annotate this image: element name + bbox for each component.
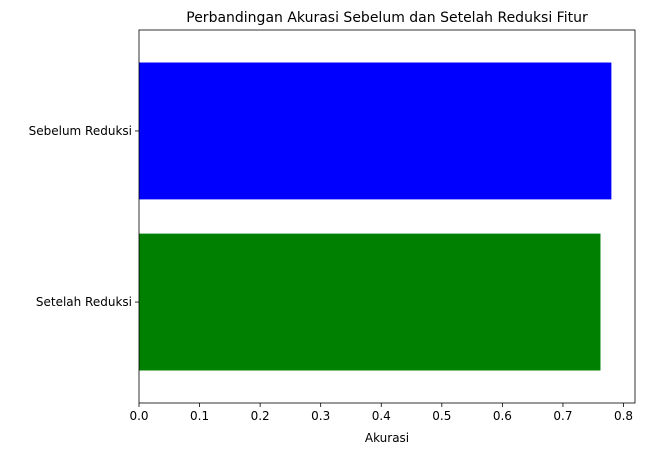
x-tick-label: 0.8 bbox=[614, 409, 633, 423]
x-tick-label: 0.4 bbox=[372, 409, 391, 423]
bar-sebelum-reduksi bbox=[139, 62, 612, 200]
x-tick-label: 0.7 bbox=[553, 409, 572, 423]
y-ticks-group: Sebelum Reduksi Setelah Reduksi bbox=[29, 124, 139, 309]
x-tick-label: 0.0 bbox=[129, 409, 148, 423]
chart-title: Perbandingan Akurasi Sebelum dan Setelah… bbox=[186, 10, 588, 26]
y-tick-label: Sebelum Reduksi bbox=[29, 124, 132, 138]
y-tick-label: Setelah Reduksi bbox=[36, 295, 132, 309]
x-tick-label: 0.2 bbox=[251, 409, 270, 423]
x-tick-label: 0.1 bbox=[190, 409, 209, 423]
x-tick-label: 0.3 bbox=[311, 409, 330, 423]
bar-setelah-reduksi bbox=[139, 233, 601, 371]
x-tick-label: 0.6 bbox=[493, 409, 512, 423]
bars-group bbox=[139, 62, 612, 371]
axes-group bbox=[138, 29, 636, 404]
x-axis-label: Akurasi bbox=[365, 431, 409, 445]
plot-frame bbox=[138, 29, 636, 404]
x-ticks-group: 0.0 0.1 0.2 0.3 0.4 0.5 0.6 0.7 0.8 bbox=[129, 403, 633, 423]
x-tick-label: 0.5 bbox=[432, 409, 451, 423]
